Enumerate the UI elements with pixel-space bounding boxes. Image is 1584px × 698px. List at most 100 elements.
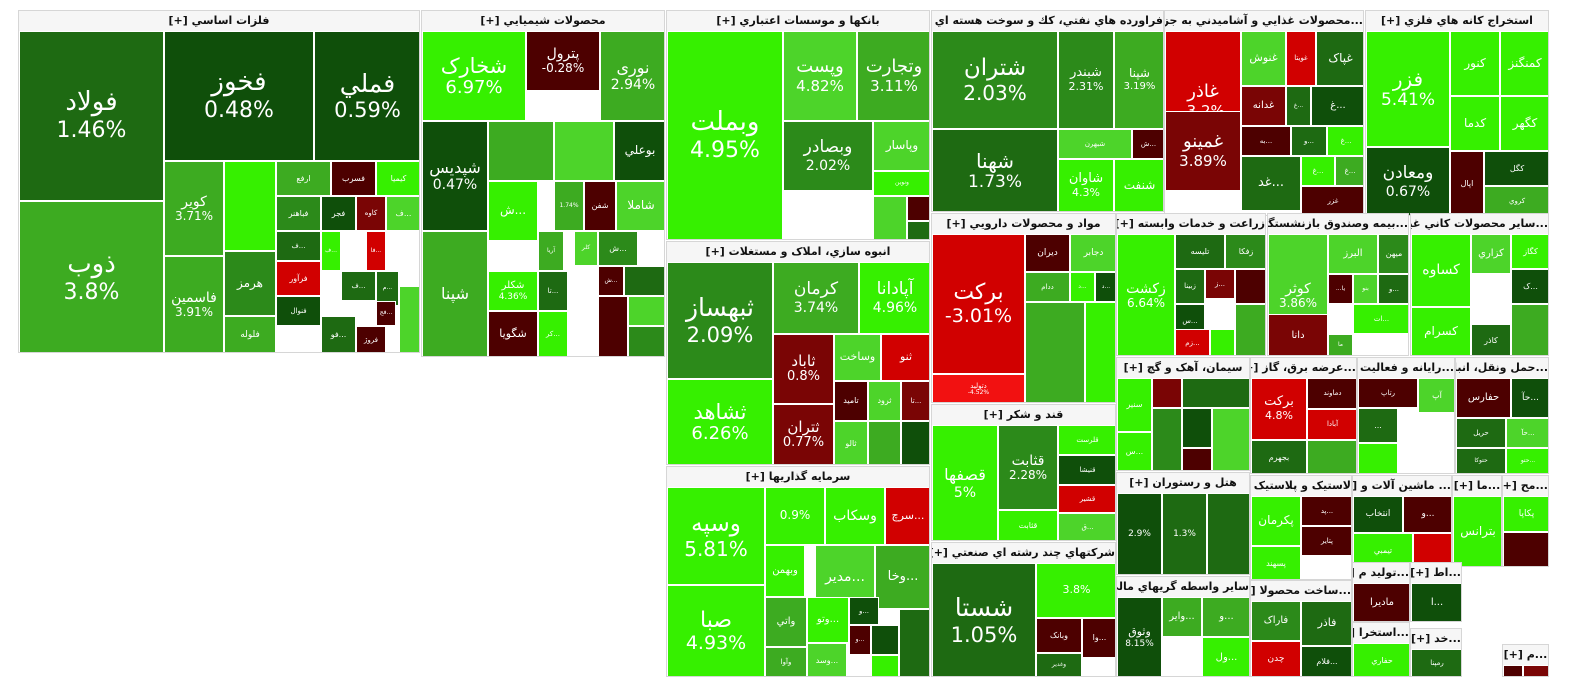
stock-tile[interactable] [1207, 493, 1249, 574]
stock-tile[interactable]: کاذر [1471, 324, 1511, 355]
stock-tile[interactable]: کسرام [1411, 307, 1471, 355]
stock-tile[interactable]: پد... [1301, 496, 1351, 526]
stock-tile[interactable]: شاوان 4.3% [1058, 159, 1114, 211]
stock-tile[interactable]: پکرمان [1251, 496, 1301, 546]
stock-tile[interactable]: وثوق 8.15% [1117, 597, 1162, 676]
stock-tile[interactable]: اپال [1450, 151, 1484, 215]
stock-tile[interactable]: کرمان 3.74% [773, 262, 859, 334]
stock-tile[interactable]: فاراک [1251, 601, 1301, 641]
stock-tile[interactable]: ز... [1205, 269, 1235, 299]
stock-tile[interactable]: شپنا [422, 231, 488, 356]
stock-tile[interactable]: کروي [1484, 186, 1548, 215]
stock-tile[interactable]: ماديرا [1353, 583, 1409, 621]
stock-tile[interactable]: قلرست [1058, 425, 1115, 455]
stock-tile[interactable]: فزر 5.41% [1366, 31, 1450, 147]
stock-tile[interactable]: د... [1070, 272, 1095, 302]
stock-tile[interactable]: زم... [1175, 329, 1210, 355]
sector-title[interactable]: ...رايانه و فعاليت [+] [1358, 358, 1454, 379]
stock-tile[interactable]: شتران 2.03% [932, 31, 1058, 129]
stock-tile[interactable]: ف... [386, 196, 419, 231]
stock-tile[interactable]: صبا 4.93% [667, 585, 765, 676]
stock-tile[interactable]: ثرود [868, 381, 901, 421]
stock-tile[interactable]: فجر [321, 196, 356, 231]
stock-tile[interactable]: آبادا [1307, 409, 1356, 440]
stock-tile[interactable]: ش... [488, 181, 538, 241]
minor-stock-tile[interactable] [1523, 665, 1548, 676]
stock-tile[interactable]: شستا 1.05% [932, 563, 1036, 676]
stock-tile[interactable]: کساوه [1411, 234, 1471, 307]
stock-tile[interactable]: وغدير [1036, 653, 1082, 676]
stock-tile[interactable]: هرمز [224, 251, 276, 316]
stock-tile[interactable]: قنيشا [1058, 455, 1115, 485]
sector-title[interactable]: انبوه سازي، املاک و مستغلات [+] [667, 242, 929, 263]
stock-tile[interactable]: وسد... [807, 643, 847, 676]
stock-tile[interactable]: پسهند [1251, 546, 1301, 579]
stock-tile[interactable]: شبندر 2.31% [1058, 31, 1114, 129]
sector-title[interactable]: ...استخرا [+] [1353, 623, 1409, 644]
stock-tile[interactable]: شنفت [1114, 159, 1163, 211]
stock-tile[interactable]: کمنگنز [1500, 31, 1548, 96]
stock-tile[interactable]: وپاسار [873, 121, 929, 171]
stock-tile[interactable]: غزر [1301, 186, 1363, 215]
stock-tile[interactable]: غ... [1335, 156, 1363, 186]
stock-tile[interactable] [1025, 302, 1085, 402]
stock-tile[interactable] [554, 121, 614, 181]
stock-tile[interactable]: قثابت 2.28% [998, 425, 1058, 510]
stock-tile[interactable]: چدن [1251, 641, 1301, 676]
stock-tile[interactable]: فلام... [1301, 646, 1351, 676]
stock-tile[interactable]: بوعلي [614, 121, 664, 181]
stock-tile[interactable]: تا... [901, 381, 929, 421]
stock-tile[interactable]: کاوه [356, 196, 386, 231]
minor-stock-tile[interactable] [624, 266, 664, 296]
stock-tile[interactable]: ومعادن 0.67% [1366, 147, 1450, 215]
minor-stock-tile[interactable] [901, 421, 929, 464]
stock-tile[interactable]: غدانه [1241, 86, 1286, 126]
stock-tile[interactable]: ف... [321, 231, 341, 271]
stock-tile[interactable] [907, 196, 929, 221]
stock-tile[interactable]: و... [1378, 274, 1408, 304]
stock-tile[interactable]: فا... [366, 231, 386, 271]
stock-tile[interactable]: رتاپ [1358, 378, 1418, 408]
stock-tile[interactable]: آپادانا 4.96% [859, 262, 929, 334]
stock-tile[interactable]: غ... [1286, 86, 1311, 126]
stock-tile[interactable]: واتي [765, 597, 807, 647]
stock-tile[interactable]: کدما [1450, 96, 1500, 151]
stock-tile[interactable]: زبينا [1175, 269, 1205, 304]
stock-tile[interactable]: ددام [1025, 272, 1070, 302]
stock-tile[interactable]: البرز [1328, 234, 1378, 274]
sector-title[interactable]: ساير واسطه گريهاي مالي [+] [1117, 577, 1249, 598]
stock-tile[interactable]: شگويا [488, 311, 538, 356]
sector-title[interactable]: لاستيک و پلاستيک [+] [1251, 476, 1351, 497]
stock-tile[interactable]: آپ [1418, 378, 1454, 413]
stock-tile[interactable]: حتوکا [1456, 448, 1506, 473]
sector-title[interactable]: ...محصولات غذايي و آشاميدني به جز قند و … [1165, 11, 1363, 32]
stock-tile[interactable] [1085, 302, 1115, 402]
stock-tile[interactable]: بركت 4.8% [1251, 378, 1307, 440]
stock-tile[interactable]: کيميا [376, 161, 419, 196]
sector-title[interactable]: سرمايه گذاريها [+] [667, 467, 929, 488]
minor-stock-tile[interactable] [871, 655, 899, 676]
stock-tile[interactable]: پکاپا [1503, 496, 1548, 532]
stock-tile[interactable]: کگل [1484, 151, 1548, 186]
stock-tile[interactable]: آريا [538, 231, 564, 271]
stock-tile[interactable]: وا... [1082, 618, 1115, 658]
stock-tile[interactable]: 2.9% [1117, 493, 1162, 574]
stock-tile[interactable]: ش... [598, 231, 638, 266]
stock-tile[interactable] [1182, 408, 1212, 448]
stock-tile[interactable] [399, 286, 419, 352]
minor-stock-tile[interactable] [598, 296, 628, 356]
stock-tile[interactable]: شاملا [616, 181, 664, 231]
stock-tile[interactable]: ارفع [276, 161, 331, 196]
stock-tile[interactable]: غمینو 3.89% [1165, 111, 1241, 191]
stock-tile[interactable]: بجهرم [1251, 440, 1307, 473]
sector-title[interactable]: استخراج کانه هاي فلزي [+] [1366, 11, 1548, 32]
minor-stock-tile[interactable] [1152, 408, 1182, 470]
stock-tile[interactable]: حفاري [1353, 643, 1409, 676]
minor-stock-tile[interactable] [871, 625, 899, 655]
stock-tile[interactable]: حآ... [1511, 378, 1548, 418]
stock-tile[interactable]: ثتران 0.77% [773, 404, 834, 464]
stock-tile[interactable]: کوير 3.71% [164, 161, 224, 256]
sector-title[interactable]: هتل و رستوران [+] [1117, 473, 1249, 494]
sector-title[interactable]: زراعت و خدمات وابسته [+] [1117, 214, 1265, 235]
stock-tile[interactable]: 1.74% [554, 181, 584, 231]
